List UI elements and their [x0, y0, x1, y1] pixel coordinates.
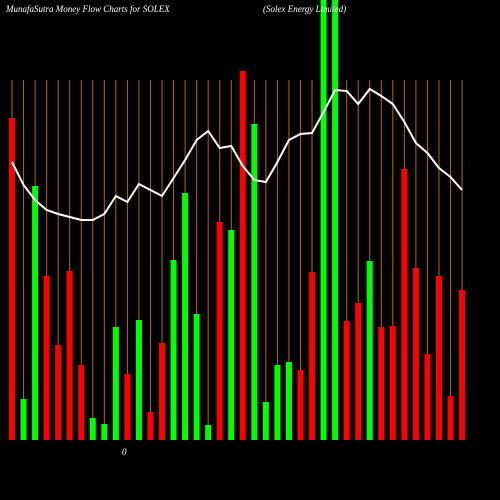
- bar: [66, 271, 73, 440]
- bar: [55, 345, 62, 440]
- bar: [424, 354, 431, 440]
- bar: [216, 222, 223, 440]
- bar: [332, 0, 339, 440]
- bar: [459, 290, 466, 440]
- bar: [89, 418, 96, 440]
- bar: [412, 268, 419, 440]
- bar: [20, 399, 27, 440]
- bar: [309, 272, 316, 440]
- bar: [435, 276, 442, 440]
- bar: [205, 425, 212, 440]
- bar: [32, 186, 39, 440]
- bar: [401, 169, 408, 440]
- bar: [9, 118, 15, 440]
- bar: [159, 343, 166, 440]
- chart-subtitle: (Solex Energy Limited): [263, 4, 346, 14]
- bar: [170, 260, 177, 440]
- bar: [378, 327, 385, 440]
- bar: [228, 230, 235, 440]
- chart-title: MunafaSutra Money Flow Charts for SOLEX: [5, 4, 170, 14]
- bar: [135, 320, 142, 440]
- bar: [447, 396, 454, 440]
- annotation: 0: [122, 447, 127, 457]
- bar: [297, 370, 304, 440]
- bar: [193, 314, 200, 440]
- bar: [389, 326, 396, 440]
- bar: [355, 303, 362, 440]
- bar: [239, 71, 246, 440]
- bar: [182, 193, 189, 440]
- bar: [285, 362, 292, 440]
- bar: [112, 327, 119, 440]
- money-flow-line: [11, 87, 463, 221]
- bar: [343, 321, 350, 440]
- bar: [43, 276, 50, 440]
- bar: [147, 412, 154, 440]
- bar: [124, 374, 131, 440]
- bar: [274, 365, 281, 440]
- bar: [262, 402, 269, 440]
- bar: [78, 365, 85, 440]
- bar: [251, 124, 258, 440]
- bar: [101, 424, 108, 440]
- bar: [366, 261, 373, 440]
- bar: [320, 0, 327, 440]
